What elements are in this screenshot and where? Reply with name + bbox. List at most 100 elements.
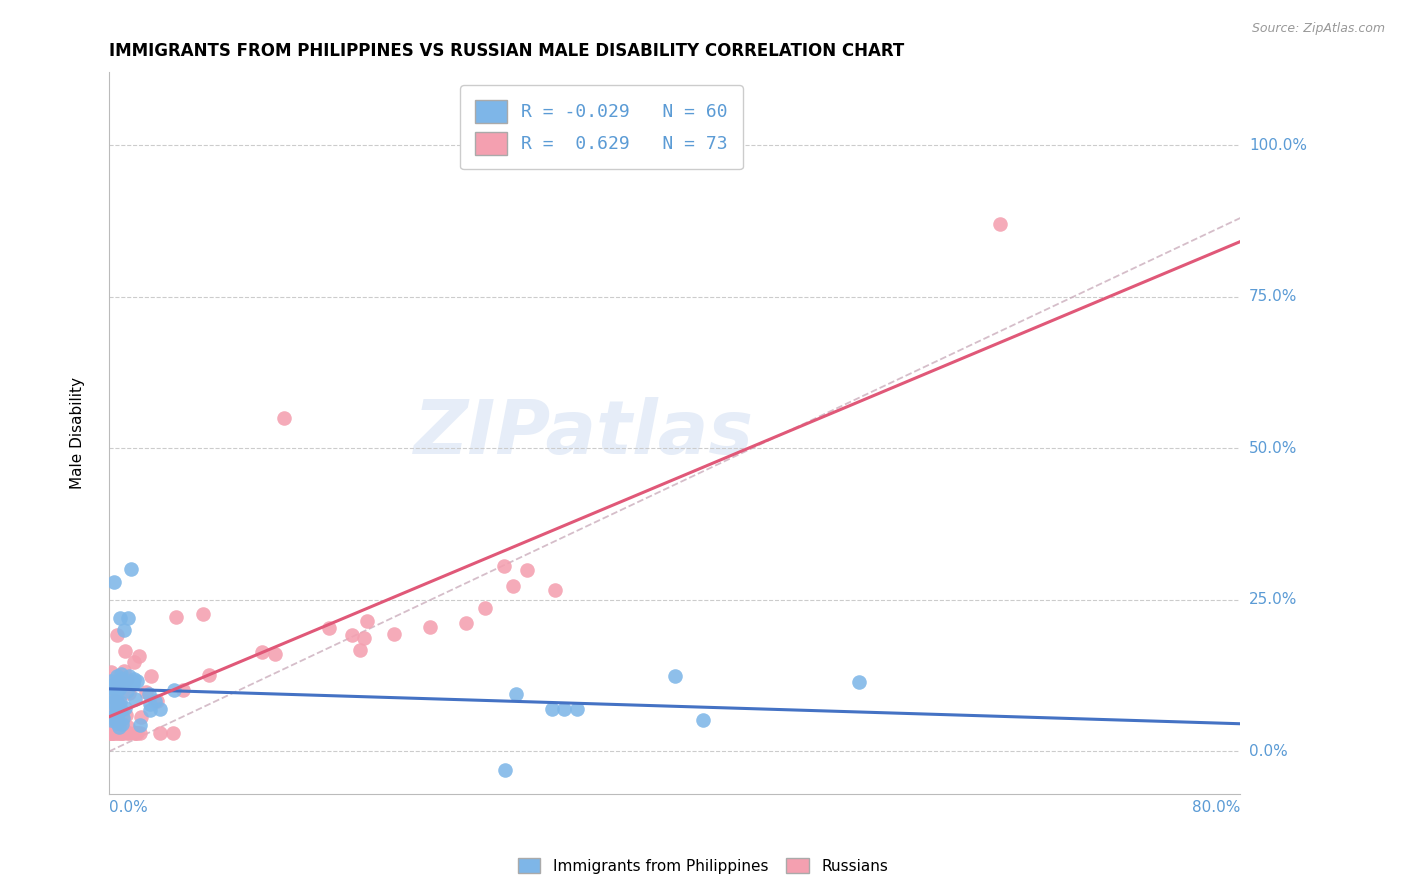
Point	[104, 696, 127, 710]
Point	[108, 681, 131, 695]
Point	[111, 717, 134, 731]
Point	[112, 664, 135, 678]
Point	[120, 675, 142, 690]
Point	[110, 703, 132, 717]
Point	[128, 648, 150, 663]
Point	[492, 558, 515, 573]
Point	[138, 687, 160, 701]
Text: 100.0%: 100.0%	[1249, 137, 1308, 153]
Point	[848, 674, 870, 689]
Point	[128, 726, 150, 740]
Point	[146, 694, 169, 708]
Point	[505, 687, 527, 701]
Point	[100, 723, 122, 738]
Point	[494, 763, 516, 777]
Point	[104, 725, 127, 739]
Point	[108, 680, 131, 694]
Point	[541, 702, 564, 716]
Point	[454, 616, 477, 631]
Point	[110, 667, 132, 681]
Point	[135, 685, 157, 699]
Point	[103, 707, 125, 722]
Point	[664, 669, 686, 683]
Point	[122, 655, 145, 669]
Point	[273, 411, 295, 425]
Point	[118, 726, 141, 740]
Point	[115, 673, 138, 687]
Point	[565, 702, 588, 716]
Point	[318, 621, 340, 635]
Point	[114, 644, 136, 658]
Point	[108, 695, 131, 709]
Point	[100, 674, 122, 689]
Point	[502, 580, 524, 594]
Point	[101, 678, 124, 692]
Point	[474, 600, 496, 615]
Point	[110, 674, 132, 689]
Point	[349, 642, 371, 657]
Point	[121, 676, 143, 690]
Point	[101, 681, 124, 695]
Point	[111, 726, 134, 740]
Point	[553, 702, 575, 716]
Point	[342, 628, 364, 642]
Point	[100, 726, 122, 740]
Point	[110, 726, 132, 740]
Point	[118, 686, 141, 700]
Point	[111, 678, 134, 692]
Point	[105, 694, 128, 708]
Point	[139, 698, 162, 712]
Point	[122, 673, 145, 687]
Text: 75.0%: 75.0%	[1249, 289, 1298, 304]
Point	[107, 726, 129, 740]
Point	[108, 669, 131, 683]
Point	[125, 673, 148, 688]
Point	[127, 726, 149, 740]
Text: 80.0%: 80.0%	[1192, 800, 1240, 815]
Point	[107, 679, 129, 693]
Text: 50.0%: 50.0%	[1249, 441, 1298, 456]
Point	[103, 693, 125, 707]
Point	[165, 610, 187, 624]
Point	[124, 691, 146, 706]
Point	[110, 611, 132, 625]
Point	[104, 713, 127, 727]
Point	[117, 720, 139, 734]
Point	[104, 711, 127, 725]
Point	[112, 623, 135, 637]
Point	[108, 682, 131, 697]
Point	[100, 710, 122, 724]
Point	[252, 645, 274, 659]
Point	[143, 693, 166, 707]
Point	[107, 720, 129, 734]
Legend: R = -0.029   N = 60, R =  0.629   N = 73: R = -0.029 N = 60, R = 0.629 N = 73	[460, 85, 742, 169]
Point	[103, 574, 125, 589]
Point	[104, 676, 127, 690]
Text: ZIPatlas: ZIPatlas	[415, 397, 755, 469]
Point	[100, 726, 122, 740]
Point	[107, 674, 129, 689]
Point	[105, 674, 128, 689]
Point	[103, 695, 125, 709]
Point	[149, 726, 172, 740]
Point	[101, 717, 124, 731]
Point	[101, 726, 124, 740]
Point	[107, 697, 129, 711]
Text: Source: ZipAtlas.com: Source: ZipAtlas.com	[1251, 22, 1385, 36]
Point	[191, 607, 214, 621]
Point	[692, 713, 714, 727]
Point	[104, 705, 127, 719]
Point	[100, 701, 122, 715]
Point	[105, 669, 128, 683]
Point	[121, 675, 143, 690]
Point	[100, 681, 122, 696]
Point	[107, 695, 129, 709]
Point	[110, 713, 132, 727]
Point	[419, 620, 441, 634]
Point	[131, 709, 153, 723]
Point	[139, 703, 162, 717]
Point	[108, 700, 131, 714]
Point	[110, 726, 132, 740]
Text: IMMIGRANTS FROM PHILIPPINES VS RUSSIAN MALE DISABILITY CORRELATION CHART: IMMIGRANTS FROM PHILIPPINES VS RUSSIAN M…	[110, 42, 904, 60]
Point	[100, 726, 122, 740]
